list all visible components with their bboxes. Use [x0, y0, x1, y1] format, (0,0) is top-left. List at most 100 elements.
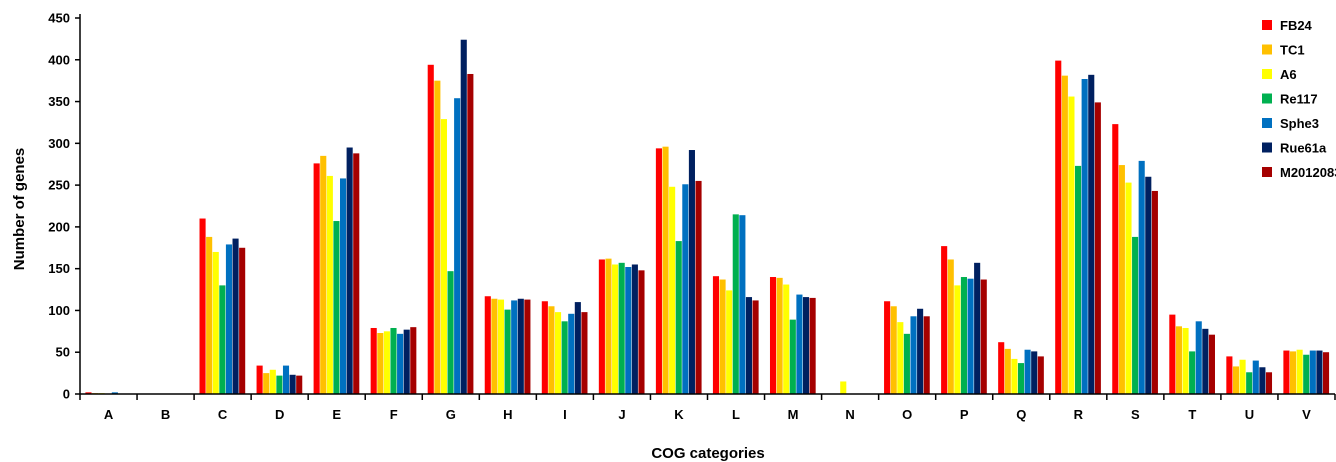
- bar-M-A6: [783, 284, 790, 394]
- bar-P-M2012083: [980, 279, 987, 394]
- bar-R-Rue61a: [1088, 74, 1095, 394]
- bar-Q-M2012083: [1037, 356, 1044, 394]
- bar-M-TC1: [776, 277, 783, 394]
- bar-C-Sphe3: [225, 244, 233, 394]
- y-axis: 0 50 100 150 200 250 300 350 400 450: [48, 11, 81, 402]
- bar-L-A6: [726, 290, 733, 394]
- bar-H-Sphe3: [511, 300, 518, 394]
- bar-O-Sphe3: [910, 316, 917, 394]
- bar-V-TC1: [1289, 351, 1297, 394]
- bar-V-Sphe3: [1309, 350, 1316, 394]
- bar-S-TC1: [1118, 165, 1125, 394]
- bar-F-A6: [383, 331, 390, 394]
- y-axis-title: Number of genes: [11, 148, 28, 271]
- bar-M-Sphe3: [796, 294, 803, 394]
- bar-U-Rue61a: [1259, 367, 1266, 394]
- bar-R-FB24: [1055, 60, 1062, 395]
- bar-I-Re117: [561, 321, 568, 394]
- x-tick-label: S: [1131, 407, 1140, 422]
- y-tick-label: 50: [56, 345, 70, 360]
- x-tick-label: A: [104, 407, 114, 422]
- y-tick-label: 100: [48, 303, 70, 318]
- bar-G-Re117: [447, 271, 454, 394]
- bar-D-TC1: [263, 373, 270, 394]
- bar-H-A6: [497, 299, 505, 394]
- bar-D-M2012083: [296, 375, 303, 394]
- legend-swatch: [1262, 93, 1272, 104]
- bar-G-A6: [440, 119, 447, 394]
- bar-I-A6: [554, 312, 562, 394]
- bar-L-Re117: [732, 214, 739, 394]
- x-tick-label: O: [902, 407, 912, 422]
- bar-E-Re117: [333, 221, 340, 394]
- x-tick-label: D: [275, 407, 284, 422]
- bar-G-Sphe3: [454, 98, 461, 395]
- bar-F-TC1: [377, 333, 384, 394]
- bar-U-M2012083: [1265, 372, 1273, 394]
- x-tick-label: N: [845, 407, 854, 422]
- legend: FB24 TC1 A6 Re117 Sphe3 Rue61a M2012083: [1262, 18, 1336, 180]
- bar-Q-Sphe3: [1024, 349, 1031, 394]
- bar-J-Sphe3: [625, 267, 632, 394]
- y-tick-label: 400: [48, 52, 70, 67]
- x-tick-label: B: [161, 407, 170, 422]
- bar-E-M2012083: [353, 153, 360, 394]
- legend-label: A6: [1280, 67, 1297, 82]
- bar-U-A6: [1239, 359, 1246, 394]
- bar-P-Sphe3: [967, 278, 974, 394]
- bar-L-Rue61a: [745, 297, 753, 394]
- bar-O-TC1: [890, 306, 897, 394]
- bar-K-FB24: [655, 148, 662, 394]
- bar-K-TC1: [662, 146, 669, 394]
- x-tick-label: L: [732, 407, 740, 422]
- bar-I-FB24: [541, 301, 548, 394]
- bar-J-TC1: [605, 258, 612, 394]
- bar-D-Re117: [276, 375, 283, 394]
- bar-O-M2012083: [923, 316, 930, 394]
- bar-F-Re117: [390, 327, 397, 394]
- bar-O-Rue61a: [917, 308, 924, 394]
- bar-S-Rue61a: [1145, 176, 1152, 394]
- x-tick-label: U: [1245, 407, 1254, 422]
- bar-E-TC1: [320, 155, 327, 394]
- x-tick-label: I: [563, 407, 567, 422]
- bar-E-A6: [326, 175, 333, 394]
- bar-K-M2012083: [695, 180, 702, 394]
- y-tick-label: 450: [48, 11, 70, 26]
- x-tick-label: H: [503, 407, 512, 422]
- bar-T-TC1: [1175, 326, 1182, 394]
- bar-R-Re117: [1075, 165, 1082, 394]
- bar-V-A6: [1296, 349, 1303, 394]
- x-tick-label: R: [1074, 407, 1084, 422]
- bar-O-Re117: [903, 333, 910, 394]
- bar-S-A6: [1125, 182, 1132, 394]
- x-tick-label: C: [218, 407, 228, 422]
- bar-C-TC1: [206, 236, 213, 394]
- bar-K-Re117: [675, 241, 682, 394]
- x-tick-label: J: [618, 407, 625, 422]
- x-axis: A B C D E F G H I J K L M N O P Q R S T U V: [79, 393, 1336, 422]
- bar-A-FB24: [85, 392, 92, 394]
- bar-D-A6: [269, 369, 276, 394]
- bar-R-TC1: [1061, 75, 1068, 395]
- bar-M-Rue61a: [802, 297, 810, 394]
- bar-S-M2012083: [1151, 190, 1158, 394]
- bar-I-Sphe3: [568, 313, 575, 394]
- bar-F-Rue61a: [403, 329, 410, 394]
- y-tick-label: 250: [48, 178, 70, 193]
- legend-swatch: [1262, 20, 1272, 30]
- bar-H-Re117: [504, 309, 511, 394]
- legend-label: Sphe3: [1280, 116, 1319, 131]
- bar-R-A6: [1068, 96, 1075, 394]
- x-tick-label: Q: [1016, 407, 1026, 422]
- x-tick-label: K: [674, 407, 684, 422]
- bar-I-Rue61a: [574, 302, 581, 394]
- bar-P-FB24: [941, 246, 948, 394]
- legend-swatch: [1262, 142, 1272, 153]
- bar-U-FB24: [1226, 356, 1233, 394]
- x-tick-label: G: [446, 407, 456, 422]
- bar-V-Rue61a: [1316, 350, 1323, 394]
- bar-A-Sphe3: [111, 392, 118, 394]
- x-tick-label: P: [960, 407, 969, 422]
- bar-L-FB24: [712, 276, 720, 394]
